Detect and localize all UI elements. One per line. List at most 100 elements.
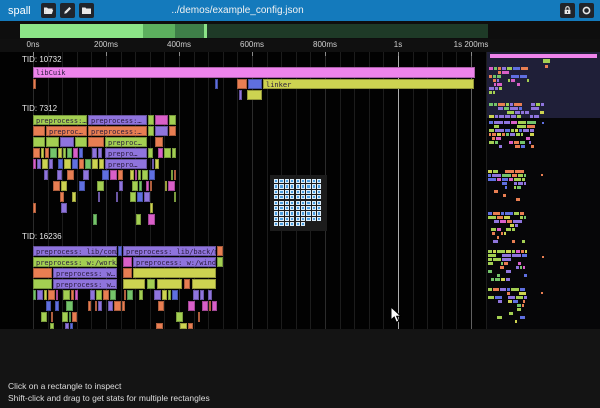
- flame-bar[interactable]: [247, 90, 262, 100]
- flame-bar[interactable]: [67, 170, 74, 180]
- flame-bar[interactable]: [192, 279, 216, 289]
- flame-bar[interactable]: [62, 312, 68, 322]
- edit-button[interactable]: [59, 3, 75, 18]
- settings-button[interactable]: [579, 3, 594, 18]
- flame-bar[interactable]: [135, 170, 137, 180]
- flame-bar[interactable]: preprocess:…: [88, 126, 147, 136]
- flame-bar[interactable]: [75, 137, 87, 147]
- flame-bar[interactable]: preprocess: w…: [53, 268, 117, 278]
- flame-bar[interactable]: [61, 181, 67, 191]
- flame-bar[interactable]: [63, 290, 70, 300]
- flame-bar[interactable]: [44, 290, 47, 300]
- flame-bar[interactable]: [158, 148, 163, 158]
- flame-bar[interactable]: [152, 159, 154, 169]
- flame-bar[interactable]: [174, 192, 176, 202]
- flame-bar[interactable]: [92, 159, 98, 169]
- flame-bar[interactable]: preprocess: w:/work…: [33, 257, 117, 267]
- flame-bar[interactable]: [48, 290, 55, 300]
- flame-bar[interactable]: prepro…: [105, 148, 147, 158]
- flame-bar[interactable]: preprocess: lib/back/mi…: [123, 246, 216, 256]
- flame-bar[interactable]: [169, 126, 176, 136]
- flame-bar[interactable]: [33, 159, 36, 169]
- flame-bar[interactable]: [49, 159, 53, 169]
- flame-bar[interactable]: [208, 290, 212, 300]
- flame-bar[interactable]: [172, 148, 176, 158]
- flame-bar[interactable]: [108, 301, 113, 311]
- flame-bar[interactable]: [188, 323, 193, 329]
- flame-bar[interactable]: [58, 159, 63, 169]
- flame-bar[interactable]: [200, 290, 204, 300]
- flame-bar[interactable]: prepro…: [105, 159, 147, 169]
- flame-bar[interactable]: preprocess: lib/com…: [33, 246, 117, 256]
- flame-bar[interactable]: [56, 290, 58, 300]
- flame-bar[interactable]: [148, 115, 154, 125]
- flame-bar[interactable]: [123, 257, 132, 267]
- flame-bar[interactable]: [237, 79, 247, 89]
- flame-bar[interactable]: linker: [263, 79, 474, 89]
- flame-bar[interactable]: [64, 159, 71, 169]
- flame-bar[interactable]: [155, 159, 159, 169]
- flame-bar[interactable]: [132, 181, 138, 191]
- flame-bar[interactable]: [248, 79, 262, 89]
- flame-bar[interactable]: [85, 159, 91, 169]
- flame-bar[interactable]: [61, 203, 67, 213]
- flame-bar[interactable]: [50, 323, 54, 329]
- flame-bar[interactable]: [58, 148, 62, 158]
- flame-bar[interactable]: [88, 301, 91, 311]
- flame-bar[interactable]: preprocess:…: [88, 115, 147, 125]
- flame-bar[interactable]: [124, 290, 126, 300]
- flame-bar[interactable]: [127, 290, 133, 300]
- flame-bar[interactable]: [63, 148, 66, 158]
- flame-bar[interactable]: [92, 148, 97, 158]
- flame-bar[interactable]: [193, 290, 199, 300]
- flame-bar[interactable]: [139, 290, 143, 300]
- flame-bar[interactable]: [41, 148, 44, 158]
- flame-bar[interactable]: [83, 170, 89, 180]
- flame-bar[interactable]: [122, 301, 125, 311]
- flame-bar[interactable]: [119, 181, 123, 191]
- flame-bar[interactable]: [57, 170, 62, 180]
- flame-bar[interactable]: [184, 279, 190, 289]
- flame-bar[interactable]: [133, 268, 216, 278]
- flame-bar[interactable]: [149, 170, 155, 180]
- flame-bar[interactable]: [97, 181, 104, 191]
- flame-bar[interactable]: [44, 170, 48, 180]
- flame-bar[interactable]: [172, 290, 178, 300]
- flame-bar[interactable]: [33, 126, 45, 136]
- flame-bar[interactable]: [71, 290, 74, 300]
- flame-bar[interactable]: [110, 290, 116, 300]
- flame-bar[interactable]: [118, 170, 123, 180]
- flame-bar[interactable]: [142, 170, 148, 180]
- flame-bar[interactable]: [171, 170, 173, 180]
- flame-bar[interactable]: [155, 126, 168, 136]
- flame-bar[interactable]: [90, 290, 95, 300]
- flame-bar[interactable]: [162, 290, 167, 300]
- flame-bar[interactable]: [148, 214, 155, 225]
- selection-pattern[interactable]: [270, 175, 327, 231]
- flame-bar[interactable]: [155, 137, 163, 147]
- flame-bar[interactable]: [69, 312, 71, 322]
- flame-bar[interactable]: [114, 301, 121, 311]
- flame-bar[interactable]: [137, 192, 143, 202]
- flame-bar[interactable]: [198, 312, 200, 322]
- flame-bar[interactable]: [130, 192, 136, 202]
- flame-bar[interactable]: [154, 290, 161, 300]
- flame-bar[interactable]: [164, 148, 171, 158]
- flame-bar[interactable]: preproc…: [46, 126, 87, 136]
- flame-bar[interactable]: [79, 148, 83, 158]
- flame-bar[interactable]: [168, 290, 171, 300]
- flame-bar[interactable]: [103, 290, 109, 300]
- flame-bar[interactable]: [67, 148, 72, 158]
- flame-bar[interactable]: [158, 301, 164, 311]
- flame-bar[interactable]: [66, 301, 73, 311]
- flame-bar[interactable]: [65, 323, 69, 329]
- flame-bar[interactable]: [180, 323, 187, 329]
- flame-bar[interactable]: [72, 192, 76, 202]
- flame-bar[interactable]: [37, 290, 43, 300]
- flame-bar[interactable]: preprocess: w…: [53, 279, 117, 289]
- flame-bar[interactable]: [45, 148, 49, 158]
- flame-bar[interactable]: [60, 192, 64, 202]
- flame-bar[interactable]: [146, 181, 149, 191]
- flame-bar[interactable]: [212, 301, 217, 311]
- flame-bar[interactable]: [136, 214, 141, 225]
